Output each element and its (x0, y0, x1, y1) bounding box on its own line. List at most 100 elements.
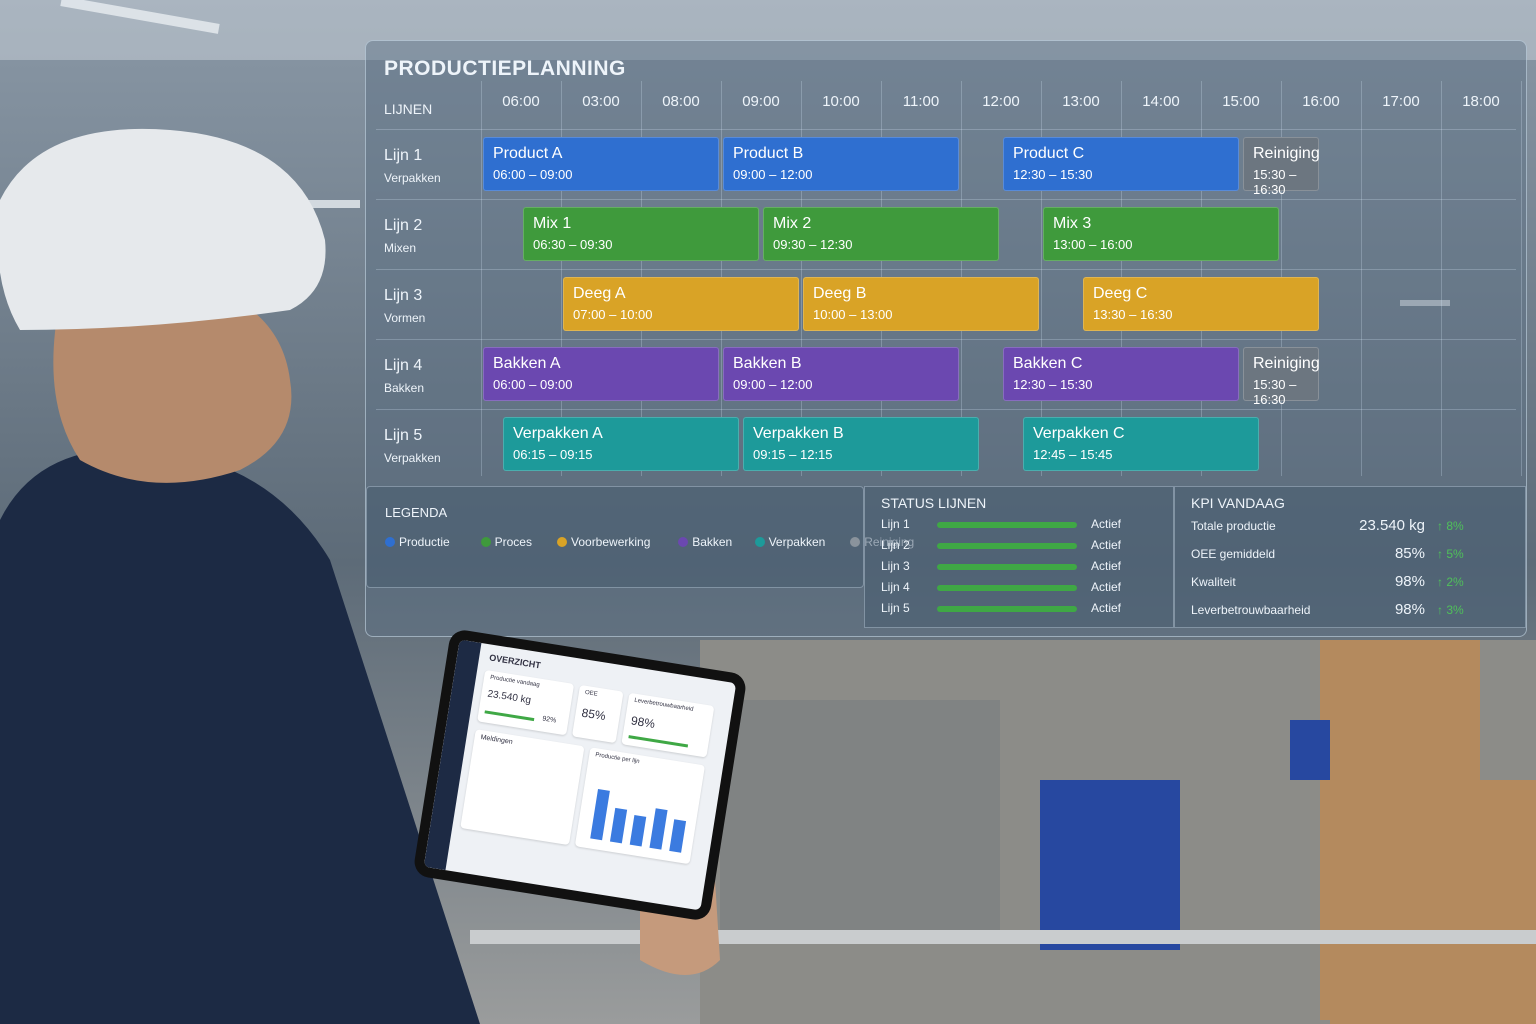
task-time: 09:15 – 12:15 (753, 447, 833, 462)
task-label: Reiniging (1253, 355, 1320, 372)
task-block: Deeg A 07:00 – 10:00 (563, 277, 799, 331)
task-time: 12:45 – 15:45 (1033, 447, 1113, 462)
task-label: Verpakken B (753, 425, 844, 442)
kpi-label: OEE gemiddeld (1191, 547, 1276, 561)
task-block: Product C 12:30 – 15:30 (1003, 137, 1239, 191)
row-name: Lijn 5 (384, 427, 423, 444)
row-name: Lijn 1 (384, 147, 423, 164)
tablet: OVERZICHT Productie vandaag 23.540 kg 92… (412, 628, 748, 922)
legend-dot (480, 537, 491, 547)
kpi-change: ↑ 2% (1437, 575, 1464, 589)
task-time: 15:30 – 16:30 (1253, 377, 1297, 407)
task-label: Bakken B (733, 355, 802, 372)
grid-line (1041, 81, 1042, 476)
row-line (376, 409, 1516, 410)
task-time: 09:00 – 12:00 (733, 377, 813, 392)
status-bar (937, 522, 1077, 528)
task-block: Verpakken A 06:15 – 09:15 (503, 417, 739, 471)
grid-line (1361, 81, 1362, 476)
task-label: Product B (733, 145, 804, 162)
time-label: 18:00 (1462, 93, 1500, 110)
task-time: 06:00 – 09:00 (493, 167, 573, 182)
tablet-label: Productie vandaag (489, 674, 541, 689)
task-time: 09:00 – 12:00 (733, 167, 813, 182)
legend-dot (754, 537, 765, 547)
row-name: Lijn 3 (384, 287, 423, 304)
tablet-card: Meldingen (460, 729, 585, 846)
tablet-card: Productie per lijn (574, 747, 706, 865)
tablet-value: 98% (630, 713, 657, 732)
legend-title: LEGENDA (385, 505, 448, 520)
grid-line (801, 81, 802, 476)
status-line: Lijn 1 (881, 517, 910, 531)
task-time: 12:30 – 15:30 (1013, 377, 1093, 392)
task-label: Deeg A (573, 285, 626, 302)
status-state: Actief (1091, 538, 1122, 552)
task-block: Product B 09:00 – 12:00 (723, 137, 959, 191)
planning-panel: PRODUCTIEPLANNING LIJNEN 06:00 03:00 08:00… (365, 40, 1527, 637)
status-panel: STATUS LIJNEN Lijn 1 Actief Lijn 2 Actief Li… (864, 486, 1174, 628)
status-bar (937, 606, 1077, 612)
tablet-bar (609, 807, 628, 844)
kpi-value: 98% (1394, 573, 1425, 590)
legend: LEGENDA Productie Proces Voorbewerking Bakk… (366, 486, 914, 588)
status-bar (937, 585, 1077, 591)
task-label: Verpakken A (513, 425, 603, 442)
time-label: 15:00 (1222, 93, 1260, 110)
tablet-bar (590, 788, 610, 841)
legend-label: Productie (399, 535, 450, 549)
row-name: Lijn 4 (384, 357, 423, 374)
task-time: 06:15 – 09:15 (513, 447, 593, 462)
row-line (376, 339, 1516, 340)
row-subtitle: Verpakken (384, 171, 441, 185)
task-time: 15:30 – 16:30 (1253, 167, 1297, 197)
status-state: Actief (1091, 601, 1122, 615)
schedule-grid: 06:00 03:00 08:00 09:00 10:00 11:00 12:00 13:00… (366, 41, 1526, 481)
task-time: 12:30 – 15:30 (1013, 167, 1093, 182)
status-line: Lijn 2 (881, 538, 910, 552)
task-time: 13:00 – 16:00 (1053, 237, 1133, 252)
task-time: 09:30 – 12:30 (773, 237, 853, 252)
row-subtitle: Bakken (384, 381, 425, 395)
kpi-label: Leverbetrouwbaarheid (1191, 603, 1311, 617)
kpi-change: ↑ 3% (1437, 603, 1464, 617)
status-state: Actief (1091, 517, 1122, 531)
kpi-panel: KPI VANDAAG Totale productie 23.540 kg ↑ 8… (1174, 486, 1526, 628)
legend-dot (385, 537, 395, 547)
legend-item: Productie (385, 535, 450, 549)
grid-line (481, 81, 482, 476)
task-block: Deeg B 10:00 – 13:00 (803, 277, 1039, 331)
task-label: Mix 3 (1053, 215, 1092, 232)
task-label: Bakken A (493, 355, 561, 372)
task-label: Product A (493, 145, 563, 162)
row-line (376, 199, 1516, 200)
time-label: 11:00 (902, 93, 940, 110)
status-title: STATUS LIJNEN (881, 495, 987, 511)
row-subtitle: Vormen (384, 311, 426, 325)
time-label: 10:00 (822, 93, 860, 110)
tablet-card: Leverbetrouwbaarheid 98% (621, 692, 715, 758)
status-state: Actief (1091, 559, 1122, 573)
status-line: Lijn 4 (881, 580, 910, 594)
time-label: 03:00 (582, 93, 620, 110)
task-block: Bakken C 12:30 – 15:30 (1003, 347, 1239, 401)
time-label: 12:00 (982, 93, 1020, 110)
kpi-change: ↑ 5% (1437, 547, 1464, 561)
time-label: 13:00 (1062, 93, 1100, 110)
legend-label: Proces (494, 535, 532, 549)
task-label: Deeg C (1093, 285, 1148, 302)
kpi-label: Totale productie (1191, 519, 1276, 533)
tablet-label: OEE (584, 689, 598, 698)
title: PRODUCTIEPLANNING (384, 57, 626, 80)
tablet-title: OVERZICHT (488, 652, 542, 671)
task-label: Product C (1013, 145, 1085, 162)
task-block: Verpakken B 09:15 – 12:15 (743, 417, 979, 471)
legend-item: Bakken (678, 535, 732, 549)
task-time: 07:00 – 10:00 (573, 307, 653, 322)
status-line: Lijn 3 (881, 559, 910, 573)
tablet-card: Productie vandaag 23.540 kg 92% (477, 669, 575, 736)
legend-item: Voorbewerking (557, 535, 650, 549)
task-block: Mix 2 09:30 – 12:30 (763, 207, 999, 261)
task-label: Mix 1 (533, 215, 572, 232)
